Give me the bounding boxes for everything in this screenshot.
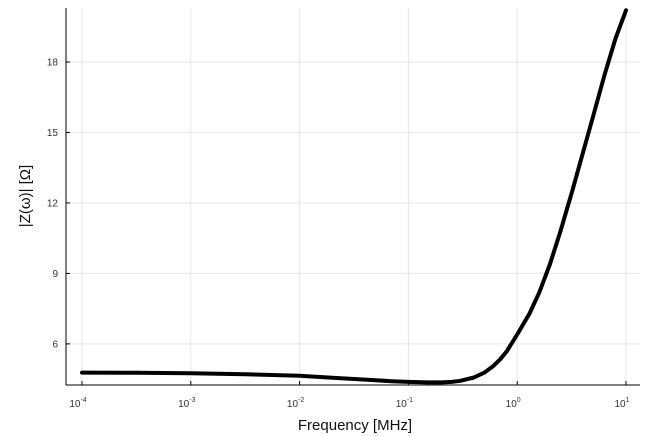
x-tick-label: 101 <box>614 397 629 410</box>
y-tick-label: 9 <box>52 269 58 280</box>
x-tick-label: 100 <box>506 397 521 410</box>
y-axis-label: |Z(ω)| [Ω] <box>17 165 34 227</box>
x-tick-label: 10-2 <box>287 397 304 410</box>
x-tick-label: 10-4 <box>69 397 86 410</box>
y-tick-label: 18 <box>47 58 59 69</box>
y-tick-label: 12 <box>47 198 59 209</box>
grid <box>66 8 640 385</box>
y-tick-label: 6 <box>52 339 58 350</box>
impedance-line <box>80 8 628 385</box>
axes <box>65 8 640 386</box>
y-tick-label: 15 <box>47 128 59 139</box>
series <box>80 8 628 385</box>
x-tick-label: 10-3 <box>178 397 195 410</box>
x-axis-label: Frequency [MHz] <box>298 417 412 434</box>
x-tick-label: 10-1 <box>396 397 413 410</box>
ticks: 10-4 10-3 10-2 10-1 100 101 6 9 12 15 18 <box>47 58 630 410</box>
